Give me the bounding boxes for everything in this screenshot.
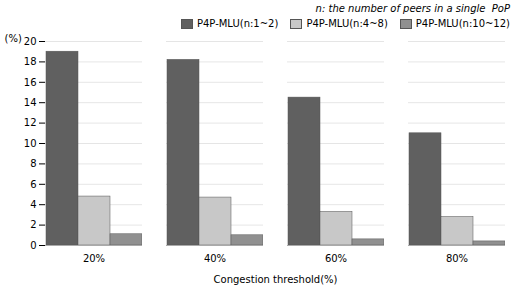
svg-text:(%): (%): [5, 33, 22, 44]
svg-text:16: 16: [24, 77, 37, 88]
html-text:n: the number of peers in a si: n: the number of peers in a single PoP: [315, 3, 510, 14]
svg-text:60%: 60%: [325, 253, 347, 264]
svg-text:6: 6: [30, 179, 36, 190]
svg-text:2: 2: [30, 219, 36, 230]
svg-text:80%: 80%: [446, 253, 468, 264]
html-text:P4P-MLU(n:1~2): P4P-MLU(n:1~2): [196, 18, 279, 29]
svg-text:8: 8: [30, 158, 36, 169]
svg-text:Congestion threshold(%): Congestion threshold(%): [214, 274, 338, 285]
html-text:P4P-MLU(n:4~8): P4P-MLU(n:4~8): [306, 18, 388, 29]
svg-text:0: 0: [30, 240, 36, 251]
svg-text:40%: 40%: [204, 253, 226, 264]
svg-text:12: 12: [24, 117, 37, 128]
svg-text:10: 10: [24, 138, 37, 149]
html-text:P4P-MLU(n:10~12): P4P-MLU(n:10~12): [415, 18, 510, 29]
svg-text:14: 14: [24, 97, 37, 108]
svg-text:20%: 20%: [83, 253, 105, 264]
svg-text:18: 18: [24, 56, 37, 67]
svg-text:4: 4: [30, 199, 36, 210]
svg-text:20: 20: [24, 36, 37, 47]
